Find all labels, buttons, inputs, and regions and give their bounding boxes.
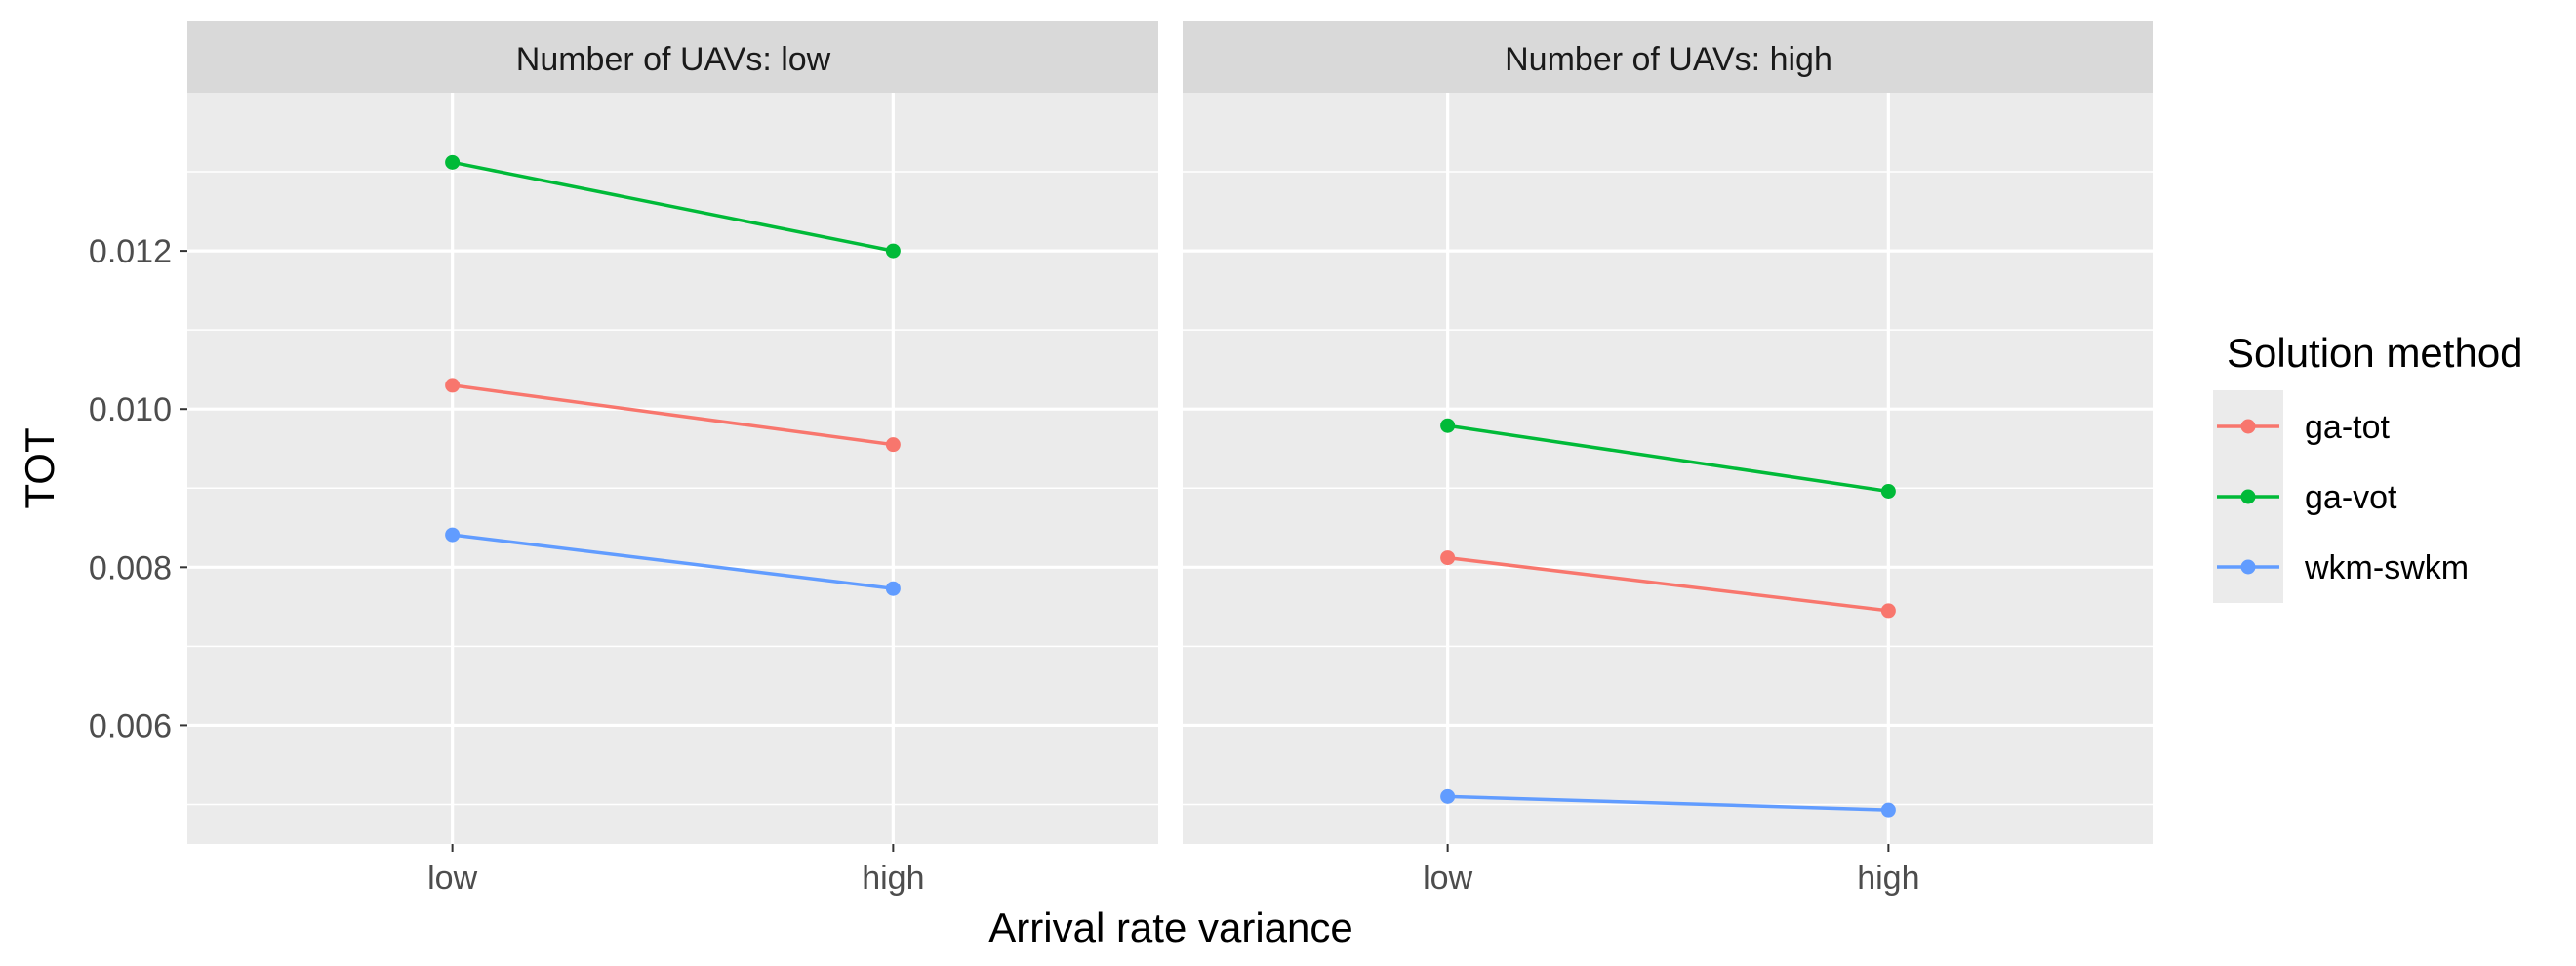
- panel-uavs-low: Number of UAVs: low: [187, 21, 1158, 844]
- x-tick-label: high: [1857, 860, 1919, 897]
- series-line-ga-vot: [452, 160, 894, 253]
- legend-key-point: [2240, 489, 2256, 504]
- data-point-ga-vot: [1880, 484, 1896, 500]
- y-tick-label: 0.010: [89, 391, 172, 428]
- strip-label: Number of UAVs: low: [516, 41, 831, 78]
- data-point-ga-vot: [1440, 418, 1456, 433]
- data-point-ga-vot: [445, 154, 461, 170]
- data-point-ga-tot: [1880, 603, 1896, 619]
- x-axis-title: Arrival rate variance: [988, 905, 1352, 950]
- legend-entry-ga-vot: ga-vot: [2305, 479, 2397, 516]
- data-point-ga-tot: [445, 378, 461, 393]
- data-marks: [445, 154, 901, 596]
- data-marks: [1440, 418, 1896, 818]
- panel-background: [187, 93, 1158, 844]
- strip-background: [1183, 21, 2153, 93]
- legend-key-point: [2240, 419, 2256, 434]
- gridlines: [187, 93, 1158, 844]
- strip-background: [187, 21, 1158, 93]
- y-axis-title: TOT: [17, 427, 62, 508]
- y-tick-label: 0.006: [89, 707, 172, 745]
- legend-items: ga-tot ga-vot wkm-swkm: [2213, 390, 2469, 603]
- series-line-wkm-swkm: [1447, 794, 1889, 812]
- y-tick-label: 0.008: [89, 549, 172, 586]
- x-tick-label: high: [862, 860, 924, 897]
- legend-key-point: [2240, 559, 2256, 575]
- data-point-ga-vot: [885, 243, 901, 259]
- x-tick-label: low: [427, 860, 477, 897]
- legend-title: Solution method: [2227, 330, 2523, 376]
- data-point-wkm-swkm: [1880, 802, 1896, 818]
- series-line-ga-tot: [452, 383, 894, 447]
- data-point-wkm-swkm: [885, 581, 901, 596]
- legend-entry-wkm-swkm: wkm-swkm: [2304, 549, 2469, 586]
- y-axis-ticks: 0.006 0.008 0.010 0.012: [89, 233, 187, 745]
- series-line-ga-vot: [1447, 423, 1889, 494]
- data-point-ga-tot: [1440, 550, 1456, 566]
- panel-background: [1183, 93, 2153, 844]
- data-point-wkm-swkm: [1440, 788, 1456, 804]
- x-tick-label: low: [1423, 860, 1472, 897]
- legend: Solution method ga-tot ga-vot wkm-swkm: [2213, 330, 2523, 603]
- strip-label: Number of UAVs: high: [1505, 41, 1832, 78]
- legend-entry-ga-tot: ga-tot: [2305, 409, 2390, 446]
- panel-uavs-high: Number of UAVs: high: [1183, 21, 2153, 844]
- series-line-wkm-swkm: [452, 533, 894, 590]
- x-axis-ticks: low high low high: [427, 844, 1920, 897]
- y-tick-label: 0.012: [89, 233, 172, 270]
- data-point-wkm-swkm: [445, 527, 461, 543]
- data-point-ga-tot: [885, 437, 901, 453]
- series-line-ga-tot: [1447, 555, 1889, 613]
